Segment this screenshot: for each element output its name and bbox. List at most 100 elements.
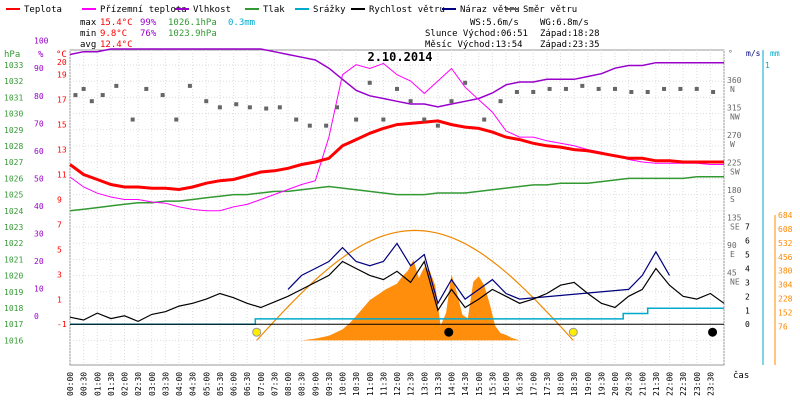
axis-hpa-tick: 1020 [4,272,23,281]
axis-hpa-tick: 1027 [4,158,23,167]
axis-hpa-tick: 1017 [4,320,23,329]
series-smer-point [678,86,683,91]
stats-press-min: 1023.9hPa [168,29,217,39]
series-smer-point [463,80,468,85]
info-sunrise: Slunce Východ:06:51 [425,29,528,39]
axis-hpa-tick: 1016 [4,336,23,345]
info-sunset: Západ:18:28 [540,29,600,39]
axis-x-tick: 14:30 [461,372,470,396]
axis-ms-tick: 0 [745,320,750,329]
axis-x-tick: 20:00 [611,372,620,396]
axis-pct-tick: 0 [34,312,39,321]
series-smer-point [613,86,617,91]
series-smer-point [264,106,269,111]
series-smer-point [435,123,440,128]
series-smer-point [449,99,454,104]
series-smer-point [73,93,78,98]
axis-x-tick: 10:30 [352,372,361,396]
axis-dir-tick: 180 [727,186,742,195]
info-moonset: Západ:23:35 [540,40,600,50]
series-smer-point [395,86,399,91]
series-smer-point [694,86,699,91]
legend-label-vlhkost: Vlhkost [193,5,231,15]
series-smer-point [381,117,386,122]
axis-x-tick: 23:00 [693,372,702,396]
stats-press-max: 1026.1hPa [168,18,217,28]
axis-x-tick: 15:30 [488,372,497,396]
axis-deg-tick: 17 [57,96,67,105]
axis-x-tick: 22:30 [679,372,688,396]
axis-x-tick: 16:00 [502,372,511,396]
series-tlak [69,176,724,212]
stats-label-max: max [80,18,97,28]
stats-temp-min: 9.8°C [100,29,127,39]
axis-x-tick: 07:30 [270,372,279,396]
axis-hpa-tick: 1024 [4,207,23,216]
series-vlhkost [69,48,724,108]
axis-dir-compass: NW [730,112,740,121]
axis-hpa-tick: 1028 [4,142,23,151]
stats-hum-min: 76% [140,29,157,39]
series-smer-point [89,99,94,104]
stats-hum-max: 99% [140,18,157,28]
axis-dir-compass: SW [730,167,740,176]
axis-dir-compass: NE [730,278,740,287]
series-smer-point [482,117,487,122]
axis-x-tick: 00:30 [80,372,89,396]
axis-ms-tick: 7 [745,223,750,232]
axis-pct-tick: 20 [34,257,44,266]
stats-temp-max: 15.4°C [100,18,133,28]
axis-rad-tick: 608 [778,225,793,234]
axis-dir-tick: 225 [727,158,742,167]
axis-deg-tick: 5 [57,245,62,254]
axis-x-tick: 17:00 [529,372,538,396]
series-smer-point [422,117,427,122]
axis-mm-label: mm [770,49,780,58]
axis-ms-tick: 5 [745,251,750,260]
axis-x-tick: 05:00 [202,372,211,396]
series-smer-point [144,86,149,91]
axis-deg-tick: 15 [57,121,67,130]
axis-pct-tick: 100 [34,37,49,46]
series-rychlost [69,260,725,323]
axis-pct-tick: 50 [34,174,44,183]
axis-rad-tick: 380 [778,267,793,276]
legend-label-rychlost: Rychlost větru [369,5,445,15]
series-smer-point [408,99,413,104]
axis-ms-tick: 6 [745,237,750,246]
legend-label-naraz: Náraz větru [460,5,520,15]
axis-x-tick: 02:00 [121,372,130,396]
axis-x-tick: 12:30 [407,372,416,396]
axis-x-tick: 11:30 [379,372,388,396]
axis-x-tick: 08:30 [298,372,307,396]
axis-dir-tick: 360 [727,76,742,85]
axis-dir-tick: 90 [727,241,737,250]
axis-x-tick: 18:30 [570,372,579,396]
axis-deg-tick: 1 [57,295,62,304]
axis-x-tick: 15:00 [475,372,484,396]
legend-label-teplota: Teplota [24,5,62,15]
series-smer-point [160,93,165,98]
axis-hpa-tick: 1032 [4,77,23,86]
axis-ms-tick: 2 [745,292,750,301]
axis-deg-label: °C [56,50,67,60]
axis-dir-label: ° [728,49,733,58]
axis-pct-tick: 70 [34,119,44,128]
legend-label-prizemni: Přízemní teplota [100,5,187,15]
axis-pct-tick: 60 [34,147,44,156]
axis-deg-tick: 11 [57,171,67,180]
axis-rad-tick: 684 [778,211,793,220]
series-smer-point [547,86,552,91]
series-smer-point [130,117,135,122]
series-smer-point [234,102,239,107]
axis-x-tick: 21:30 [652,372,661,396]
axis-pct-tick: 90 [34,64,44,73]
axis-hpa-tick: 1029 [4,126,23,135]
stats-temp-avg: 12.4°C [100,40,133,50]
series-smer-point [531,90,536,94]
series-smer-point [580,83,585,88]
series-smer-point [335,105,340,110]
axis-hpa-tick: 1026 [4,174,23,183]
axis-dir-compass: S [730,195,735,204]
